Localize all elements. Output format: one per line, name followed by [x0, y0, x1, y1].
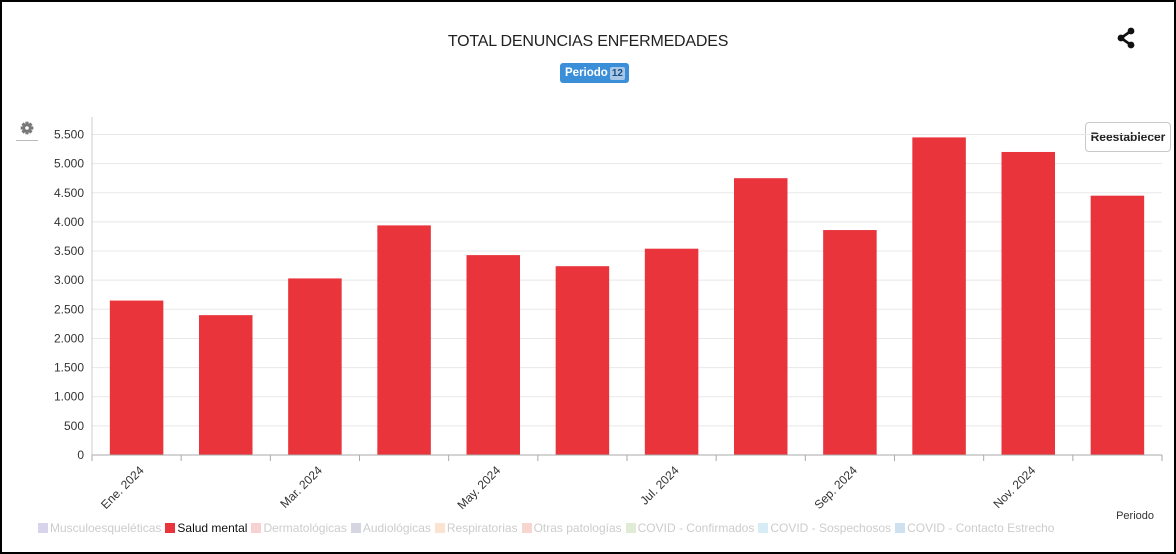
legend-swatch — [895, 523, 906, 533]
filter-count: 12 — [609, 66, 625, 80]
reset-zoom-button[interactable]: Reestablecer — [1085, 122, 1171, 152]
legend-swatch — [521, 523, 532, 533]
legend-label: Audiológicas — [362, 521, 431, 535]
legend-label: Dermatológicas — [263, 521, 347, 535]
legend-swatch — [625, 523, 636, 533]
legend-label: COVID - Sospechosos — [770, 521, 892, 535]
share-icon[interactable] — [1114, 26, 1138, 50]
periodo-filter-badge[interactable]: Periodo 12 — [560, 63, 629, 83]
y-tick-label: 2.500 — [54, 302, 84, 316]
legend-item[interactable]: Otras patologías — [521, 521, 622, 535]
bar-oct-2024[interactable] — [912, 137, 966, 455]
y-tick-label: 1.500 — [54, 361, 84, 375]
gear-icon[interactable] — [16, 120, 38, 141]
bar-jul-2024[interactable] — [644, 248, 699, 455]
y-tick-label: 3.000 — [54, 273, 84, 287]
y-tick-label: 0 — [77, 448, 84, 462]
grid-lines — [91, 117, 1162, 456]
filter-label: Periodo — [565, 67, 608, 79]
chart-title: TOTAL DENUNCIAS ENFERMEDADES — [447, 33, 729, 50]
legend-item[interactable]: Dermatológicas — [251, 521, 347, 535]
y-tick-label: 4.000 — [54, 215, 84, 229]
legend-swatch — [251, 523, 262, 533]
legend-item[interactable]: COVID - Contacto Estrecho — [895, 521, 1054, 535]
legend-label: COVID - Contacto Estrecho — [907, 521, 1055, 535]
bar-feb-2024[interactable] — [199, 315, 253, 455]
legend-swatch — [434, 523, 445, 533]
bar-dic-2024[interactable] — [1090, 195, 1145, 455]
bar-nov-2024[interactable] — [1001, 151, 1056, 455]
y-tick-label: 5.500 — [54, 127, 84, 141]
legend-swatch — [350, 523, 361, 533]
legend-label: COVID - Confirmados — [637, 521, 755, 535]
y-tick-label: 1.000 — [54, 390, 84, 404]
y-tick-label: 2.000 — [54, 331, 84, 345]
bar-may-2024[interactable] — [466, 255, 521, 455]
x-tick-label: Nov. 2024 — [990, 463, 1038, 511]
x-axis — [91, 454, 1163, 461]
legend-item[interactable]: Audiológicas — [350, 521, 431, 535]
bar-ago-2024[interactable] — [734, 178, 788, 456]
legend-label: Otras patologías — [533, 521, 622, 535]
x-tick-label: Mar. 2024 — [277, 463, 325, 511]
legend-label: Respiratorias — [446, 521, 518, 535]
x-axis-ticks: Ene. 2024 Mar. 2024 May. 2024 Jul. 2024 Sep.… — [98, 463, 1038, 512]
legend-swatch — [758, 523, 769, 533]
bar-jun-2024[interactable] — [555, 266, 610, 455]
y-tick-label: 4.500 — [54, 186, 84, 200]
bar-ene-2024[interactable] — [109, 300, 164, 455]
x-tick-label: Jul. 2024 — [637, 463, 682, 508]
chart-legend: Musculoesqueléticas Salud mental Dermatoló… — [38, 521, 1058, 535]
y-tick-label: 500 — [64, 419, 84, 433]
x-tick-label: Sep. 2024 — [811, 463, 860, 512]
x-axis-title: Periodo — [1116, 510, 1154, 522]
bar-mar-2024[interactable] — [288, 278, 342, 455]
legend-item[interactable]: Respiratorias — [434, 521, 518, 535]
y-axis-ticks: 0 500 1.000 1.500 2.000 2.500 3.000 3.500 4.000 4… — [54, 127, 84, 462]
legend-item[interactable]: COVID - Sospechosos — [758, 521, 891, 535]
y-tick-label: 5.000 — [54, 157, 84, 171]
bar-sep-2024[interactable] — [823, 230, 877, 455]
bars — [109, 137, 1145, 456]
x-tick-label: May. 2024 — [454, 463, 503, 512]
legend-label: Salud mental — [177, 521, 248, 535]
bar-abr-2024[interactable] — [377, 225, 431, 455]
legend-swatch — [165, 523, 176, 533]
x-tick-label: Ene. 2024 — [98, 463, 147, 512]
legend-swatch — [38, 523, 48, 533]
legend-item[interactable]: Salud mental — [165, 521, 247, 535]
legend-item[interactable]: COVID - Confirmados — [625, 521, 755, 535]
y-tick-label: 3.500 — [54, 244, 84, 258]
legend-label: Musculoesqueléticas — [50, 521, 162, 535]
legend-item[interactable]: Musculoesqueléticas — [38, 521, 161, 535]
